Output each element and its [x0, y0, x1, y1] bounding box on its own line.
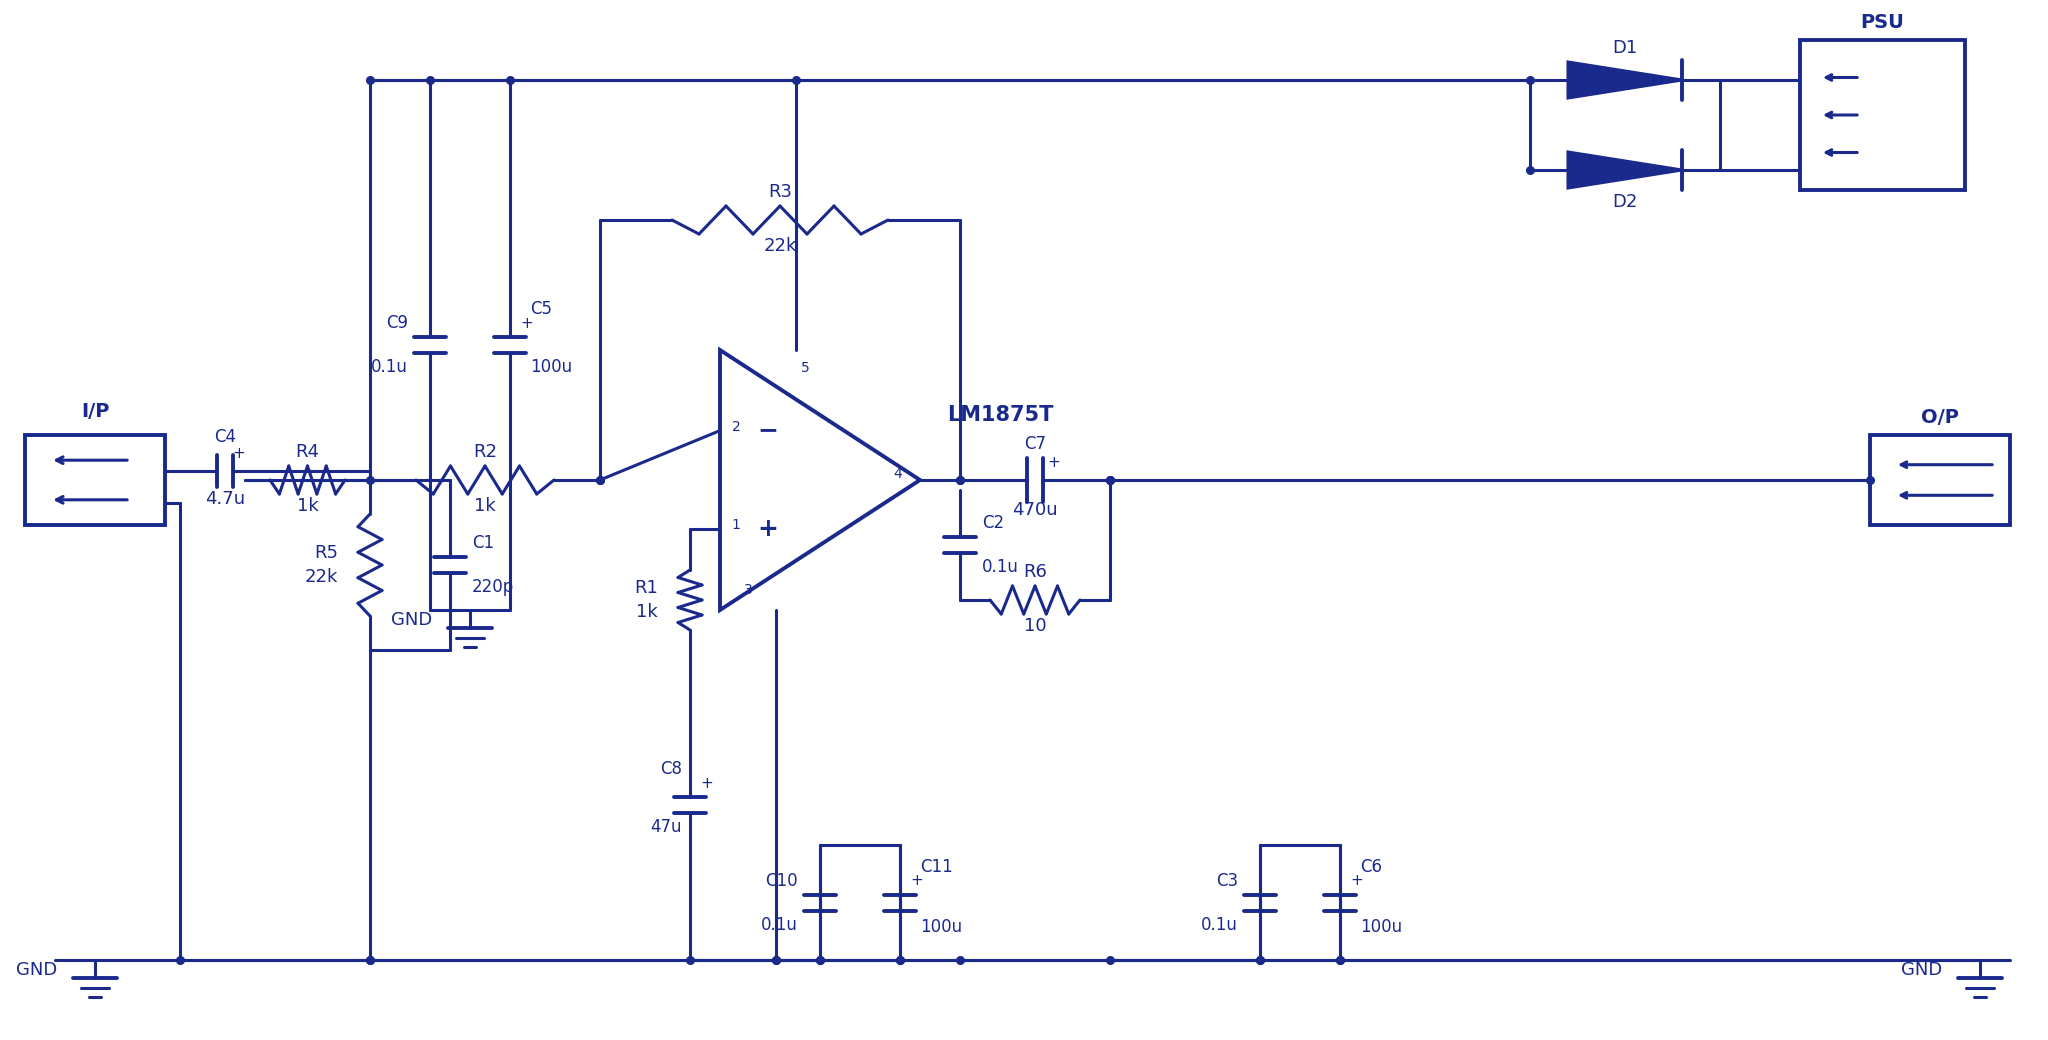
Polygon shape — [1569, 62, 1681, 98]
Text: LM1875T: LM1875T — [946, 405, 1053, 425]
Text: R6: R6 — [1024, 563, 1047, 581]
Text: 3: 3 — [743, 583, 752, 597]
Text: 470u: 470u — [1012, 501, 1059, 519]
Text: D2: D2 — [1612, 193, 1638, 211]
Text: 1: 1 — [731, 518, 741, 532]
Text: 5: 5 — [801, 361, 809, 375]
Text: C5: C5 — [530, 300, 553, 318]
Text: +: + — [758, 518, 778, 542]
Polygon shape — [1569, 152, 1681, 188]
Text: 2: 2 — [731, 419, 741, 434]
Text: 0.1u: 0.1u — [762, 915, 799, 934]
Text: R5: R5 — [313, 544, 338, 562]
Text: C4: C4 — [213, 428, 236, 446]
Text: C10: C10 — [766, 872, 799, 889]
Text: R2: R2 — [473, 443, 498, 461]
Text: +: + — [520, 315, 532, 331]
Text: C11: C11 — [920, 858, 952, 876]
Text: 10: 10 — [1024, 617, 1047, 635]
Text: 22k: 22k — [764, 237, 797, 255]
Text: 0.1u: 0.1u — [981, 558, 1018, 576]
Text: 220p: 220p — [471, 578, 514, 596]
Text: D1: D1 — [1612, 40, 1638, 57]
Text: +: + — [1047, 454, 1059, 469]
Text: R3: R3 — [768, 183, 793, 201]
Text: GND: GND — [1901, 961, 1942, 979]
Text: 100u: 100u — [1360, 917, 1403, 936]
Bar — [1870, 435, 2009, 525]
Text: O/P: O/P — [1921, 408, 1960, 426]
Text: 1k: 1k — [475, 497, 496, 515]
Text: PSU: PSU — [1860, 12, 1905, 31]
Text: R1: R1 — [635, 579, 657, 597]
Text: C3: C3 — [1217, 872, 1237, 889]
Text: 47u: 47u — [651, 818, 682, 836]
Text: 100u: 100u — [920, 917, 963, 936]
Text: −: − — [758, 419, 778, 443]
Text: 1k: 1k — [637, 603, 657, 621]
Text: 0.1u: 0.1u — [1200, 915, 1237, 934]
Text: 4: 4 — [893, 467, 903, 482]
Text: +: + — [700, 776, 713, 790]
Text: 0.1u: 0.1u — [371, 358, 408, 376]
Text: C7: C7 — [1024, 435, 1047, 453]
Text: I/P: I/P — [80, 402, 109, 421]
Bar — [25, 435, 166, 525]
Text: C9: C9 — [385, 314, 408, 332]
Text: C1: C1 — [471, 534, 494, 552]
Text: +: + — [1350, 873, 1362, 888]
Text: 22k: 22k — [305, 568, 338, 586]
Text: C8: C8 — [659, 760, 682, 778]
Text: C6: C6 — [1360, 858, 1382, 876]
Text: GND: GND — [391, 612, 432, 629]
Text: R4: R4 — [295, 443, 319, 461]
Text: +: + — [233, 445, 246, 461]
Bar — [1800, 40, 1964, 190]
Text: 100u: 100u — [530, 358, 571, 376]
Text: 4.7u: 4.7u — [205, 490, 246, 508]
Text: GND: GND — [16, 961, 57, 979]
Text: C2: C2 — [981, 514, 1004, 532]
Text: +: + — [909, 873, 924, 888]
Text: 1k: 1k — [297, 497, 317, 515]
